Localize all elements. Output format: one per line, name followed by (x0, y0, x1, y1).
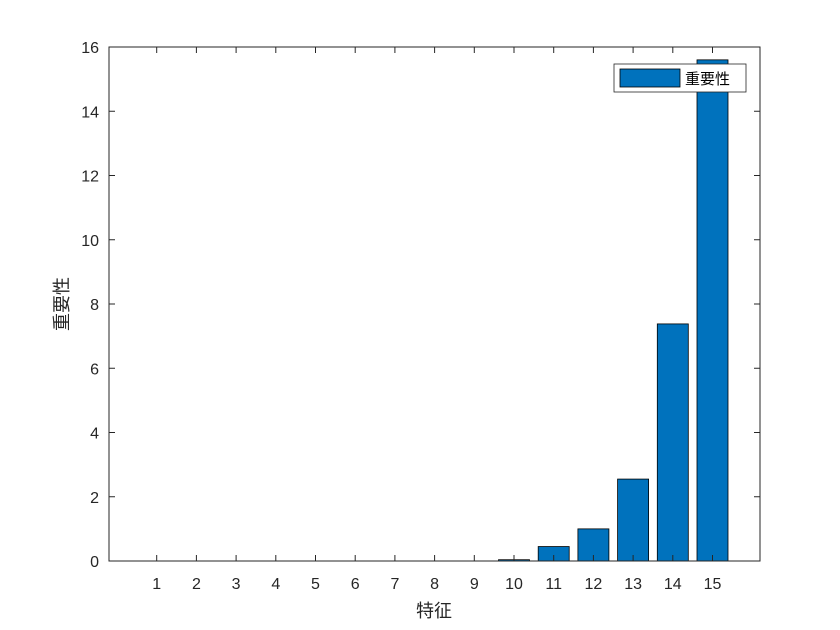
y-tick-label-16: 16 (81, 40, 99, 57)
x-tick-label-10: 10 (505, 576, 523, 593)
plot-area (109, 47, 760, 561)
y-tick-label-14: 14 (81, 104, 99, 121)
y-tick-label-8: 8 (90, 297, 99, 314)
y-tick-label-0: 0 (90, 554, 99, 571)
x-tick-label-8: 8 (430, 576, 439, 593)
x-tick-label-7: 7 (390, 576, 399, 593)
x-tick-label-12: 12 (585, 576, 603, 593)
x-tick-label-1: 1 (152, 576, 161, 593)
bar-13[interactable] (617, 478, 649, 562)
y-tick-label-2: 2 (90, 490, 99, 507)
x-tick-label-15: 15 (704, 576, 722, 593)
y-tick-label-4: 4 (90, 426, 99, 443)
x-tick-label-6: 6 (351, 576, 360, 593)
x-tick-label-3: 3 (232, 576, 241, 593)
x-tick-label-14: 14 (664, 576, 682, 593)
x-tick-label-13: 13 (624, 576, 642, 593)
bar-14[interactable] (656, 323, 689, 562)
x-tick-label-5: 5 (311, 576, 320, 593)
x-tick-label-11: 11 (545, 576, 562, 593)
x-tick-label-4: 4 (271, 576, 280, 593)
y-tick-label-6: 6 (90, 361, 99, 378)
legend-label: 重要性 (685, 70, 730, 88)
x-tick-label-9: 9 (470, 576, 479, 593)
y-axis-title: 重要性 (52, 277, 73, 331)
y-tick-label-10: 10 (81, 233, 99, 250)
y-tick-label-12: 12 (81, 169, 99, 186)
legend-swatch (619, 68, 681, 88)
bar-15[interactable] (696, 59, 729, 562)
bars-layer (498, 59, 729, 562)
legend[interactable]: 重要性 (613, 63, 747, 93)
x-tick-label-2: 2 (192, 576, 201, 593)
x-axis-title: 特征 (416, 601, 452, 622)
